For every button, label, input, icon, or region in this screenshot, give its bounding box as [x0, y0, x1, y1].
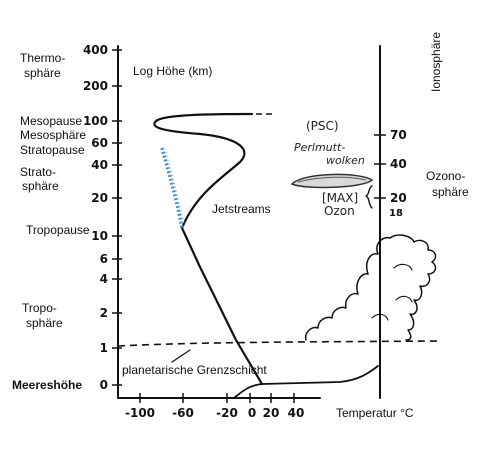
- x-tick-label: 40: [288, 406, 305, 420]
- y-tick-label: 200: [83, 79, 108, 93]
- surface-curve-right: [261, 365, 379, 385]
- y-tick-label: 100: [83, 114, 108, 128]
- ozone-annotation: Ozon: [324, 204, 355, 218]
- cloud-inner-curl-1: [393, 263, 413, 271]
- y-tick-label: 2: [100, 306, 108, 320]
- cloud-inner-curl-3: [371, 313, 389, 321]
- troposphere-label-line1: Tropo-: [22, 301, 57, 315]
- psc-annotation: (PSC): [306, 119, 339, 133]
- x-tick-label: -100: [125, 406, 155, 420]
- x-tick-label: 0: [248, 406, 256, 420]
- nacreous-cloud-shading: [297, 176, 367, 183]
- tropopause-label: Tropopause: [26, 223, 90, 237]
- jetstream-blue-band: [160, 147, 184, 229]
- layer-labels: Thermo- sphäre Mesopause Mesosphäre Stra…: [12, 51, 90, 392]
- cloud-inner-curl-2: [395, 295, 413, 303]
- ionosphere-label: Ionosphäre: [429, 32, 443, 92]
- jetstream-blue-hatch: [165, 151, 185, 225]
- y-tick-label: 60: [91, 136, 108, 150]
- right-tick-label: 40: [390, 157, 407, 171]
- surface-curve-left: [233, 383, 263, 399]
- right-tick-marks: [374, 134, 386, 199]
- ozone-max-annotation: [MAX]: [322, 191, 358, 205]
- x-axis-title: Temperatur °C: [336, 406, 414, 420]
- thermosphere-label-line1: Thermo-: [20, 51, 65, 65]
- y-axis-title: Log Höhe (km): [133, 64, 212, 78]
- stratosphere-label-line1: Strato-: [20, 165, 56, 179]
- right-tick-label: 20: [390, 191, 407, 205]
- y-tick-label: 400: [83, 43, 108, 57]
- thermosphere-label-line2: sphäre: [24, 66, 61, 80]
- x-tick-marks: [139, 393, 295, 403]
- x-tick-label: 20: [263, 406, 280, 420]
- y-tick-label: 0: [100, 378, 108, 392]
- mesosphere-label: Mesosphäre: [20, 128, 86, 142]
- boundary-layer-pointer: [171, 349, 191, 363]
- stratosphere-label-line2: sphäre: [22, 179, 59, 193]
- ozone-brace: [365, 185, 373, 209]
- y-tick-label: 10: [91, 229, 108, 243]
- perlmutt-annotation-line1: Perlmutt-: [294, 141, 345, 154]
- perlmutt-annotation-line2: wolken: [326, 154, 365, 167]
- y-tick-label: 20: [91, 191, 108, 205]
- stratopause-label: Stratopause: [20, 143, 85, 157]
- right-tick-label: 70: [390, 128, 407, 142]
- jetstreams-label: Jetstreams: [212, 202, 271, 216]
- x-tick-label: -20: [216, 406, 238, 420]
- boundary-layer-dashed-line: [117, 340, 441, 347]
- y-tick-marks: [112, 49, 122, 386]
- ozonosphere-label-line2: sphäre: [432, 185, 469, 199]
- y-tick-label: 6: [100, 252, 108, 266]
- y-tick-label: 4: [100, 272, 108, 286]
- ozonosphere-label-line1: Ozono-: [426, 169, 465, 183]
- y-tick-labels: 400 200 100 60 40 20 10 6 4 2 1 0: [83, 43, 108, 392]
- sea-level-label: Meereshöhe: [12, 378, 82, 392]
- boundary-layer-label: planetarische Grenzschicht: [122, 363, 267, 377]
- x-tick-labels: -100 -60 -20 0 20 40: [125, 406, 304, 420]
- y-tick-label: 1: [100, 341, 108, 355]
- right-tick-label: 18: [389, 208, 403, 219]
- temperature-profile-curve: [153, 112, 264, 386]
- mesopause-label: Mesopause: [20, 114, 82, 128]
- right-tick-labels: 70 40 20 18: [389, 128, 407, 219]
- troposphere-label-line2: sphäre: [26, 316, 63, 330]
- x-tick-label: -60: [172, 406, 194, 420]
- cumulonimbus-cloud: [304, 234, 437, 341]
- y-tick-label: 40: [91, 158, 108, 172]
